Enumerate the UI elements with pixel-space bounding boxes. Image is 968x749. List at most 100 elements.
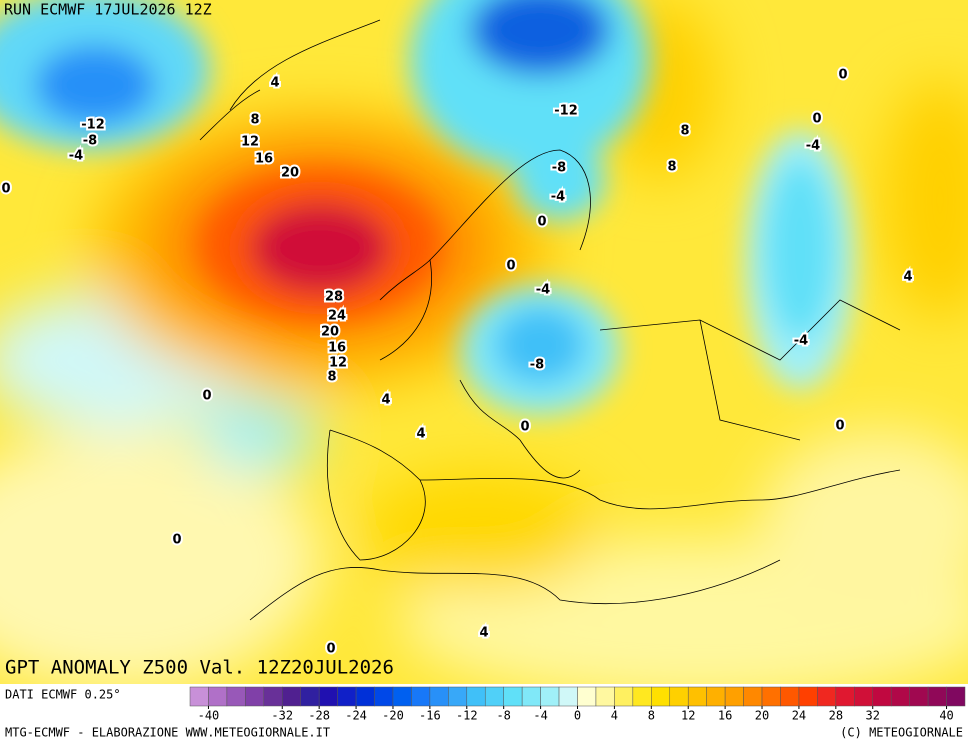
contour-label: -4 bbox=[536, 283, 550, 298]
colorbar-swatch bbox=[226, 686, 246, 707]
colorbar-swatch bbox=[337, 686, 357, 707]
colorbar-swatch bbox=[318, 686, 338, 707]
contour-label: 4 bbox=[381, 393, 390, 408]
contour-label: 24 bbox=[328, 309, 346, 324]
contour-label: 0 bbox=[835, 419, 844, 434]
colorbar-swatch bbox=[540, 686, 560, 707]
colorbar-swatch bbox=[651, 686, 671, 707]
contour-label: 8 bbox=[250, 113, 259, 128]
colorbar-swatch bbox=[448, 686, 468, 707]
contour-label: 0 bbox=[172, 533, 181, 548]
contour-label: 0 bbox=[838, 68, 847, 83]
contour-label: 0 bbox=[202, 389, 211, 404]
colorbar-swatch bbox=[558, 686, 578, 707]
contour-label: -4 bbox=[551, 190, 565, 205]
contour-label: 16 bbox=[328, 341, 346, 356]
contour-label: 8 bbox=[680, 124, 689, 139]
source-label: DATI ECMWF 0.25° bbox=[5, 688, 121, 702]
colorbar-swatch bbox=[835, 686, 855, 707]
colorbar-swatch bbox=[263, 686, 283, 707]
colorbar-swatch bbox=[927, 686, 947, 707]
colorbar-swatch bbox=[300, 686, 320, 707]
colorbar-tick-label: -40 bbox=[198, 709, 220, 723]
contour-label: 20 bbox=[281, 166, 299, 181]
contour-label: 20 bbox=[321, 325, 339, 340]
colorbar-swatch bbox=[669, 686, 689, 707]
contour-label: 0 bbox=[1, 182, 10, 197]
colorbar-swatch bbox=[595, 686, 615, 707]
contour-label: 0 bbox=[537, 215, 546, 230]
colorbar-tick-label: 32 bbox=[866, 709, 880, 723]
colorbar-swatch bbox=[614, 686, 634, 707]
colorbar-swatch bbox=[909, 686, 929, 707]
contour-label: -12 bbox=[554, 104, 578, 119]
run-label: RUN ECMWF 17JUL2026 12Z bbox=[4, 1, 212, 19]
colorbar-tick-label: -24 bbox=[345, 709, 367, 723]
colorbar-tick-label: -4 bbox=[533, 709, 547, 723]
colorbar-tick-label: 0 bbox=[574, 709, 581, 723]
colorbar-swatch bbox=[872, 686, 892, 707]
colorbar-tick-label: 40 bbox=[939, 709, 953, 723]
colorbar-tick-label: 16 bbox=[718, 709, 732, 723]
contour-label: -12 bbox=[81, 118, 105, 133]
contour-label: 4 bbox=[270, 76, 279, 91]
colorbar-swatch bbox=[355, 686, 375, 707]
colorbar-swatch bbox=[429, 686, 449, 707]
colorbar-swatch bbox=[724, 686, 744, 707]
colorbar-swatch bbox=[890, 686, 910, 707]
colorbar-tick-label: 12 bbox=[681, 709, 695, 723]
contour-label: -4 bbox=[69, 149, 83, 164]
colorbar-swatch bbox=[817, 686, 837, 707]
contour-label: -8 bbox=[552, 161, 566, 176]
colorbar-tick-label: 20 bbox=[755, 709, 769, 723]
contour-label: 8 bbox=[327, 370, 336, 385]
colorbar-swatch bbox=[392, 686, 412, 707]
colorbar-swatch bbox=[282, 686, 301, 707]
colorbar-swatch bbox=[632, 686, 652, 707]
contour-label: 16 bbox=[255, 152, 273, 167]
anomaly-field bbox=[0, 0, 968, 684]
copyright: (C) METEOGIORNALE bbox=[840, 726, 963, 740]
colorbar-tick-label: 4 bbox=[611, 709, 618, 723]
contour-label: -8 bbox=[530, 358, 544, 373]
colorbar-swatch bbox=[854, 686, 873, 707]
contour-label: 4 bbox=[479, 626, 488, 641]
colorbar-tick-label: -8 bbox=[496, 709, 510, 723]
contour-label: -4 bbox=[806, 139, 820, 154]
colorbar-swatch bbox=[374, 686, 394, 707]
colorbar-swatch bbox=[208, 686, 228, 707]
map-title: GPT ANOMALY Z500 Val. 12Z20JUL2026 bbox=[5, 657, 394, 679]
coastlines bbox=[199, 19, 901, 621]
contour-label: 12 bbox=[241, 135, 259, 150]
colorbar-tick-label: 28 bbox=[829, 709, 843, 723]
contour-label: -8 bbox=[83, 134, 97, 149]
colorbar-tick-label: 8 bbox=[648, 709, 655, 723]
credit: MTG-ECMWF - ELABORAZIONE WWW.METEOGIORNA… bbox=[5, 726, 330, 740]
contour-label: 0 bbox=[506, 259, 515, 274]
colorbar-swatch bbox=[798, 686, 818, 707]
colorbar-swatch bbox=[503, 686, 523, 707]
colorbar-swatch bbox=[687, 686, 707, 707]
contour-label: 4 bbox=[416, 427, 425, 442]
contour-label: 28 bbox=[325, 290, 343, 305]
contour-label: 8 bbox=[667, 160, 676, 175]
colorbar-tick-label: -12 bbox=[456, 709, 478, 723]
colorbar-swatch bbox=[780, 686, 800, 707]
colorbar-swatch bbox=[189, 686, 209, 707]
contour-label: 0 bbox=[520, 420, 529, 435]
colorbar-swatch bbox=[484, 686, 504, 707]
colorbar-swatch bbox=[706, 686, 726, 707]
contour-labels: 4 -12 -8 -4 8 12 16 20 0 -12 8 8 -8 -4 0… bbox=[0, 66, 915, 659]
colorbar-swatch bbox=[577, 686, 597, 707]
colorbar-tick-label: 24 bbox=[792, 709, 806, 723]
contour-label: 12 bbox=[329, 356, 347, 371]
colorbar-swatch bbox=[245, 686, 265, 707]
contour-label: 4 bbox=[903, 270, 912, 285]
colorbar-swatch bbox=[466, 686, 486, 707]
colorbar: -40 -32 -28 -24 -20 -16 -12 -8 -4 0 4 8 12 16 20 24 28 32… bbox=[189, 686, 966, 723]
contour-label: 0 bbox=[812, 112, 821, 127]
colorbar-tick-label: -16 bbox=[419, 709, 441, 723]
colorbar-swatch bbox=[521, 686, 541, 707]
